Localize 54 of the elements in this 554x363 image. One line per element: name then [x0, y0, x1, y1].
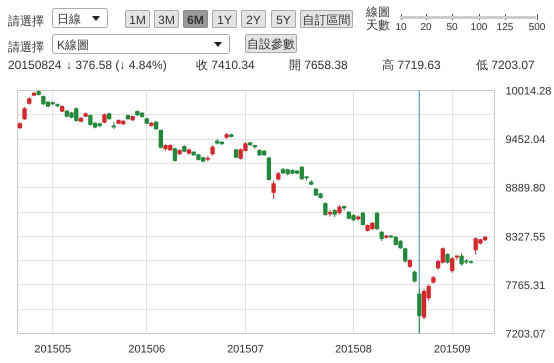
text: 50 [445, 22, 459, 34]
text: 收 7410.34 [196, 57, 256, 73]
candlestick [271, 180, 276, 199]
text: 低 7203.07 [476, 57, 536, 73]
candlestick [445, 252, 450, 264]
text: 5Y [271, 10, 296, 28]
candlestick [360, 212, 366, 226]
y-tick-label: 10014.28 [506, 86, 552, 98]
x-tick-label: 201505 [34, 344, 72, 356]
x-tick-label: 201506 [128, 344, 166, 356]
y-tick-label: 9452.04 [506, 134, 546, 146]
x-tick-label: 201507 [227, 344, 264, 356]
y-tick-label: 8327.55 [506, 231, 546, 244]
candlestick [102, 113, 107, 124]
candlestick [172, 147, 178, 162]
text: ↓ 376.58 (↓ 4.84%) [66, 57, 168, 73]
candlestick [234, 148, 238, 159]
text: 500 [528, 22, 546, 34]
text: 20 [419, 22, 433, 34]
y-tick-label: 7203.07 [506, 328, 546, 340]
x-tick-label: 201508 [335, 344, 372, 356]
candlestick [266, 156, 272, 182]
text: 6M [183, 10, 208, 28]
x-tick-label: 201509 [434, 344, 471, 356]
text: K線圖 [52, 34, 230, 54]
candlestick [323, 202, 328, 216]
candlestick [22, 106, 27, 120]
candlestick [412, 270, 417, 284]
candlestick [337, 204, 342, 215]
candlestick [450, 256, 454, 273]
candlestick [374, 212, 380, 230]
text: 請選擇 [8, 13, 45, 30]
candlestick [158, 129, 163, 150]
text: 20150824 [8, 58, 62, 72]
candlestick [210, 144, 215, 156]
text: 2Y [241, 10, 266, 28]
text: 125 [496, 22, 514, 34]
candlestick [403, 247, 408, 263]
text: 線圖天數 [366, 5, 391, 34]
text: 1M [125, 10, 150, 28]
text: 自設參數 [245, 34, 297, 53]
candlestick [417, 288, 422, 334]
text: 3M [154, 10, 179, 28]
y-tick-label: 7765.31 [506, 280, 546, 292]
text: 日線 [52, 8, 108, 28]
text: 自訂區間 [300, 10, 353, 28]
text: 100 [470, 22, 488, 34]
text: 開 7658.38 [289, 57, 349, 73]
y-tick-label: 8889.80 [506, 182, 546, 195]
text: 請選擇 [8, 39, 45, 56]
text: 10 [394, 22, 408, 34]
candlestick [380, 230, 384, 242]
text: 1Y [212, 10, 237, 28]
text: 高 7719.63 [382, 57, 442, 73]
